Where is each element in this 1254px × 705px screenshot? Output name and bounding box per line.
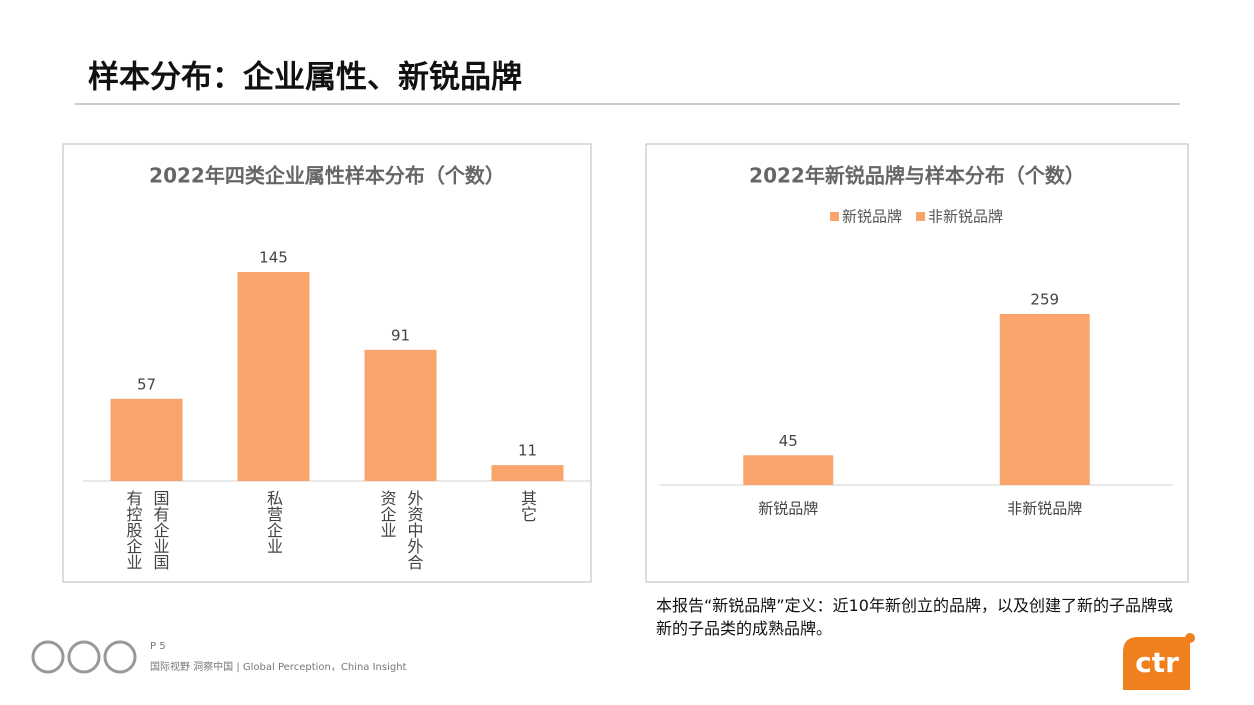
legend-label: 新锐品牌 [842, 208, 902, 226]
logo-text: ctr [1135, 646, 1179, 679]
data-label: 57 [137, 375, 156, 393]
footer-tagline: 国际视野 洞察中国 | Global Perception，China Insi… [150, 660, 407, 673]
chart-title: 2022年四类企业属性样本分布（个数） [149, 164, 505, 188]
data-label: 45 [779, 432, 798, 450]
slide-title: 样本分布：企业属性、新锐品牌 [88, 60, 522, 96]
chart-frame [645, 143, 1189, 583]
x-tick-label: 其它 [518, 490, 537, 522]
x-tick-label: 外资中外合资企业 [377, 490, 424, 570]
x-tick-label: 新锐品牌 [758, 500, 818, 518]
legend-label: 非新锐品牌 [928, 208, 1003, 226]
data-label: 11 [518, 442, 537, 460]
x-tick-label: 私营企业 [264, 490, 283, 554]
chart-frame [62, 143, 592, 583]
legend-swatch [830, 212, 839, 221]
logo-dot [1185, 633, 1195, 643]
cert-logos [31, 640, 137, 674]
bar [491, 465, 564, 481]
logo-shape [1123, 637, 1190, 690]
x-tick-label: 国有企业国有控股企业 [123, 490, 170, 570]
data-label: 145 [259, 249, 288, 267]
bar [110, 398, 183, 481]
legend-swatch [916, 212, 925, 221]
footnote: 本报告“新锐品牌”定义：近10年新创立的品牌，以及创建了新的子品牌或新的子品类的… [656, 596, 1173, 638]
chart-title: 2022年新锐品牌与样本分布（个数） [749, 164, 1085, 188]
bar [743, 455, 834, 485]
page-number: P 5 [150, 641, 166, 652]
data-label: 91 [391, 326, 410, 344]
bar [999, 314, 1090, 485]
x-tick-label: 非新锐品牌 [1007, 500, 1082, 518]
data-label: 259 [1030, 291, 1059, 309]
bar [364, 349, 437, 481]
bar [237, 272, 310, 481]
